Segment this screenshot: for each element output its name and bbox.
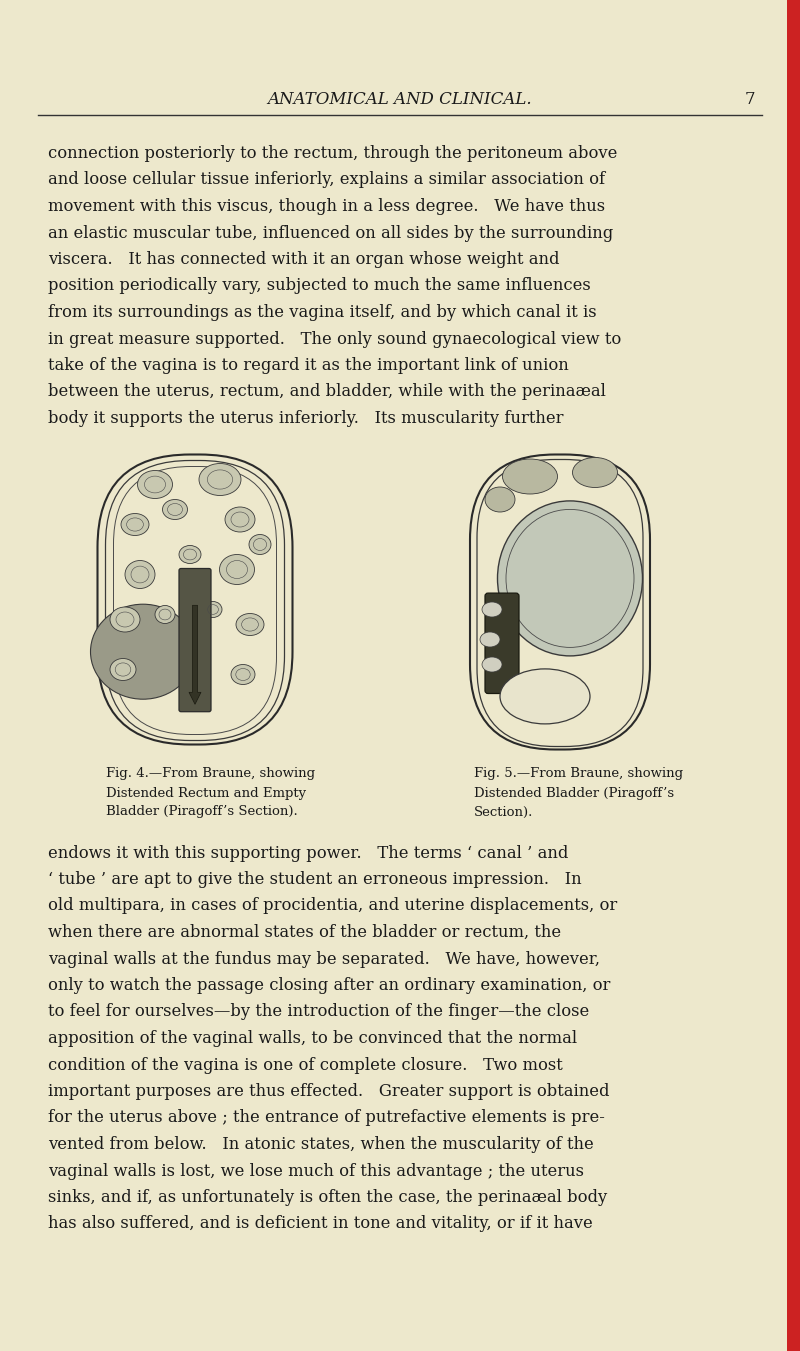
Text: important purposes are thus effected.   Greater support is obtained: important purposes are thus effected. Gr… bbox=[48, 1084, 610, 1100]
Ellipse shape bbox=[162, 500, 187, 520]
Ellipse shape bbox=[482, 657, 502, 671]
Text: body it supports the uterus inferiorly.   Its muscularity further: body it supports the uterus inferiorly. … bbox=[48, 409, 563, 427]
Ellipse shape bbox=[502, 459, 558, 494]
Ellipse shape bbox=[219, 554, 254, 585]
Ellipse shape bbox=[138, 470, 173, 499]
Text: movement with this viscus, though in a less degree.   We have thus: movement with this viscus, though in a l… bbox=[48, 199, 605, 215]
Text: for the uterus above ; the entrance of putrefactive elements is pre-: for the uterus above ; the entrance of p… bbox=[48, 1109, 605, 1127]
Bar bbox=[787, 0, 800, 1351]
Ellipse shape bbox=[204, 601, 222, 617]
Text: when there are abnormal states of the bladder or rectum, the: when there are abnormal states of the bl… bbox=[48, 924, 561, 942]
Text: Fig. 5.—From Braune, showing: Fig. 5.—From Braune, showing bbox=[474, 767, 683, 781]
Text: take of the vagina is to regard it as the important link of union: take of the vagina is to regard it as th… bbox=[48, 357, 569, 374]
FancyBboxPatch shape bbox=[485, 593, 519, 693]
Text: Bladder (Piragoff’s Section).: Bladder (Piragoff’s Section). bbox=[106, 805, 298, 819]
Ellipse shape bbox=[199, 463, 241, 496]
FancyBboxPatch shape bbox=[470, 454, 650, 750]
Ellipse shape bbox=[498, 501, 642, 655]
Text: to feel for ourselves—by the introduction of the finger—the close: to feel for ourselves—by the introductio… bbox=[48, 1004, 590, 1020]
Text: an elastic muscular tube, influenced on all sides by the surrounding: an elastic muscular tube, influenced on … bbox=[48, 224, 614, 242]
Text: and loose cellular tissue inferiorly, explains a similar association of: and loose cellular tissue inferiorly, ex… bbox=[48, 172, 605, 189]
Ellipse shape bbox=[480, 632, 500, 647]
Text: has also suffered, and is deficient in tone and vitality, or if it have: has also suffered, and is deficient in t… bbox=[48, 1216, 593, 1232]
Ellipse shape bbox=[236, 613, 264, 635]
Ellipse shape bbox=[485, 486, 515, 512]
Ellipse shape bbox=[249, 535, 271, 554]
Text: connection posteriorly to the rectum, through the peritoneum above: connection posteriorly to the rectum, th… bbox=[48, 145, 618, 162]
Text: endows it with this supporting power.   The terms ‘ canal ’ and: endows it with this supporting power. Th… bbox=[48, 844, 568, 862]
FancyArrow shape bbox=[189, 605, 201, 704]
Ellipse shape bbox=[482, 603, 502, 617]
Text: vaginal walls is lost, we lose much of this advantage ; the uterus: vaginal walls is lost, we lose much of t… bbox=[48, 1162, 584, 1179]
Ellipse shape bbox=[90, 604, 195, 700]
Text: between the uterus, rectum, and bladder, while with the perinaæal: between the uterus, rectum, and bladder,… bbox=[48, 384, 606, 400]
Ellipse shape bbox=[155, 605, 175, 624]
Text: in great measure supported.   The only sound gynaecological view to: in great measure supported. The only sou… bbox=[48, 331, 622, 347]
Ellipse shape bbox=[573, 458, 618, 488]
Text: vented from below.   In atonic states, when the muscularity of the: vented from below. In atonic states, whe… bbox=[48, 1136, 594, 1152]
Text: Distended Bladder (Piragoff’s: Distended Bladder (Piragoff’s bbox=[474, 786, 674, 800]
Text: ANATOMICAL AND CLINICAL.: ANATOMICAL AND CLINICAL. bbox=[268, 91, 532, 108]
Text: Distended Rectum and Empty: Distended Rectum and Empty bbox=[106, 786, 306, 800]
Text: ‘ tube ’ are apt to give the student an erroneous impression.   In: ‘ tube ’ are apt to give the student an … bbox=[48, 871, 582, 888]
Text: 7: 7 bbox=[744, 91, 755, 108]
Ellipse shape bbox=[110, 658, 136, 681]
Text: viscera.   It has connected with it an organ whose weight and: viscera. It has connected with it an org… bbox=[48, 251, 559, 267]
Text: old multipara, in cases of procidentia, and uterine displacements, or: old multipara, in cases of procidentia, … bbox=[48, 897, 618, 915]
FancyBboxPatch shape bbox=[98, 454, 293, 744]
Text: Section).: Section). bbox=[474, 805, 534, 819]
Ellipse shape bbox=[121, 513, 149, 535]
Ellipse shape bbox=[225, 507, 255, 532]
Text: apposition of the vaginal walls, to be convinced that the normal: apposition of the vaginal walls, to be c… bbox=[48, 1029, 577, 1047]
Ellipse shape bbox=[231, 665, 255, 685]
Text: vaginal walls at the fundus may be separated.   We have, however,: vaginal walls at the fundus may be separ… bbox=[48, 951, 600, 967]
Ellipse shape bbox=[110, 607, 140, 632]
Text: from its surroundings as the vagina itself, and by which canal it is: from its surroundings as the vagina itse… bbox=[48, 304, 597, 322]
FancyBboxPatch shape bbox=[179, 569, 211, 712]
Text: Fig. 4.—From Braune, showing: Fig. 4.—From Braune, showing bbox=[106, 767, 314, 781]
Text: sinks, and if, as unfortunately is often the case, the perinaæal body: sinks, and if, as unfortunately is often… bbox=[48, 1189, 607, 1206]
Text: condition of the vagina is one of complete closure.   Two most: condition of the vagina is one of comple… bbox=[48, 1056, 562, 1074]
Text: only to watch the passage closing after an ordinary examination, or: only to watch the passage closing after … bbox=[48, 977, 610, 994]
Ellipse shape bbox=[179, 546, 201, 563]
Ellipse shape bbox=[125, 561, 155, 589]
Ellipse shape bbox=[500, 669, 590, 724]
Text: position periodically vary, subjected to much the same influences: position periodically vary, subjected to… bbox=[48, 277, 590, 295]
